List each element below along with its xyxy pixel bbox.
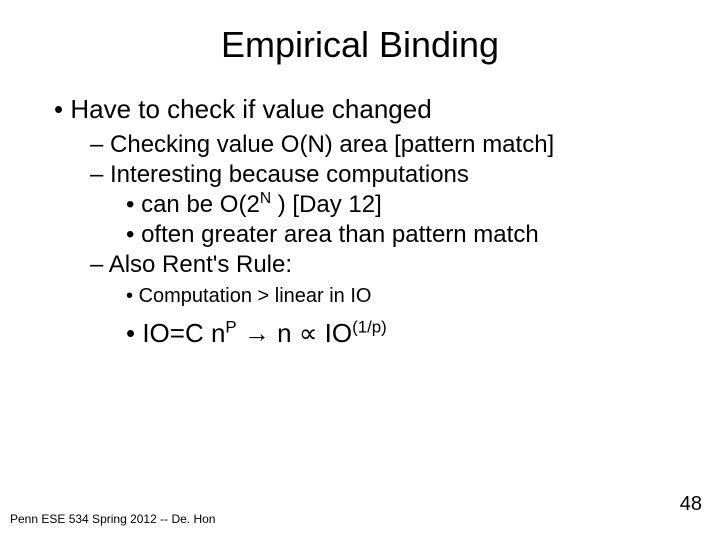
bullet-level2: Interesting because computations [54, 161, 680, 189]
bullet-marker: • [126, 318, 142, 348]
bullet-level3-small: • Computation > linear in IO [54, 285, 680, 308]
slide-title: Empirical Binding [0, 0, 720, 76]
bullet-level1: Have to check if value changed [54, 94, 680, 125]
bullet-marker: • [126, 191, 141, 218]
bullet-level3: • often greater area than pattern match [54, 221, 680, 249]
text-fragment: ) [Day 12] [271, 191, 382, 218]
bullet-marker: • [126, 221, 141, 248]
bullet-level3-formula: • IO=C nP → n ∝ IO(1/p) [54, 318, 680, 349]
text-fragment: → n ∝ IO [237, 318, 352, 348]
slide-body: Have to check if value changed Checking … [0, 76, 720, 349]
text-fragment: IO=C n [142, 318, 225, 348]
page-number: 48 [680, 493, 702, 516]
superscript: P [225, 317, 236, 336]
superscript: N [260, 190, 271, 207]
bullet-marker: • [126, 285, 139, 307]
bullet-level3: • can be O(2N ) [Day 12] [54, 191, 680, 219]
text-fragment: can be O(2 [141, 191, 260, 218]
bullet-level2: Checking value O(N) area [pattern match] [54, 131, 680, 159]
slide: Empirical Binding Have to check if value… [0, 0, 720, 540]
text-fragment: often greater area than pattern match [141, 221, 539, 248]
footer-text: Penn ESE 534 Spring 2012 -- De. Hon [10, 512, 215, 526]
text-fragment: Computation > linear in IO [139, 285, 372, 307]
bullet-level2: Also Rent's Rule: [54, 251, 680, 279]
superscript: (1/p) [352, 317, 387, 336]
